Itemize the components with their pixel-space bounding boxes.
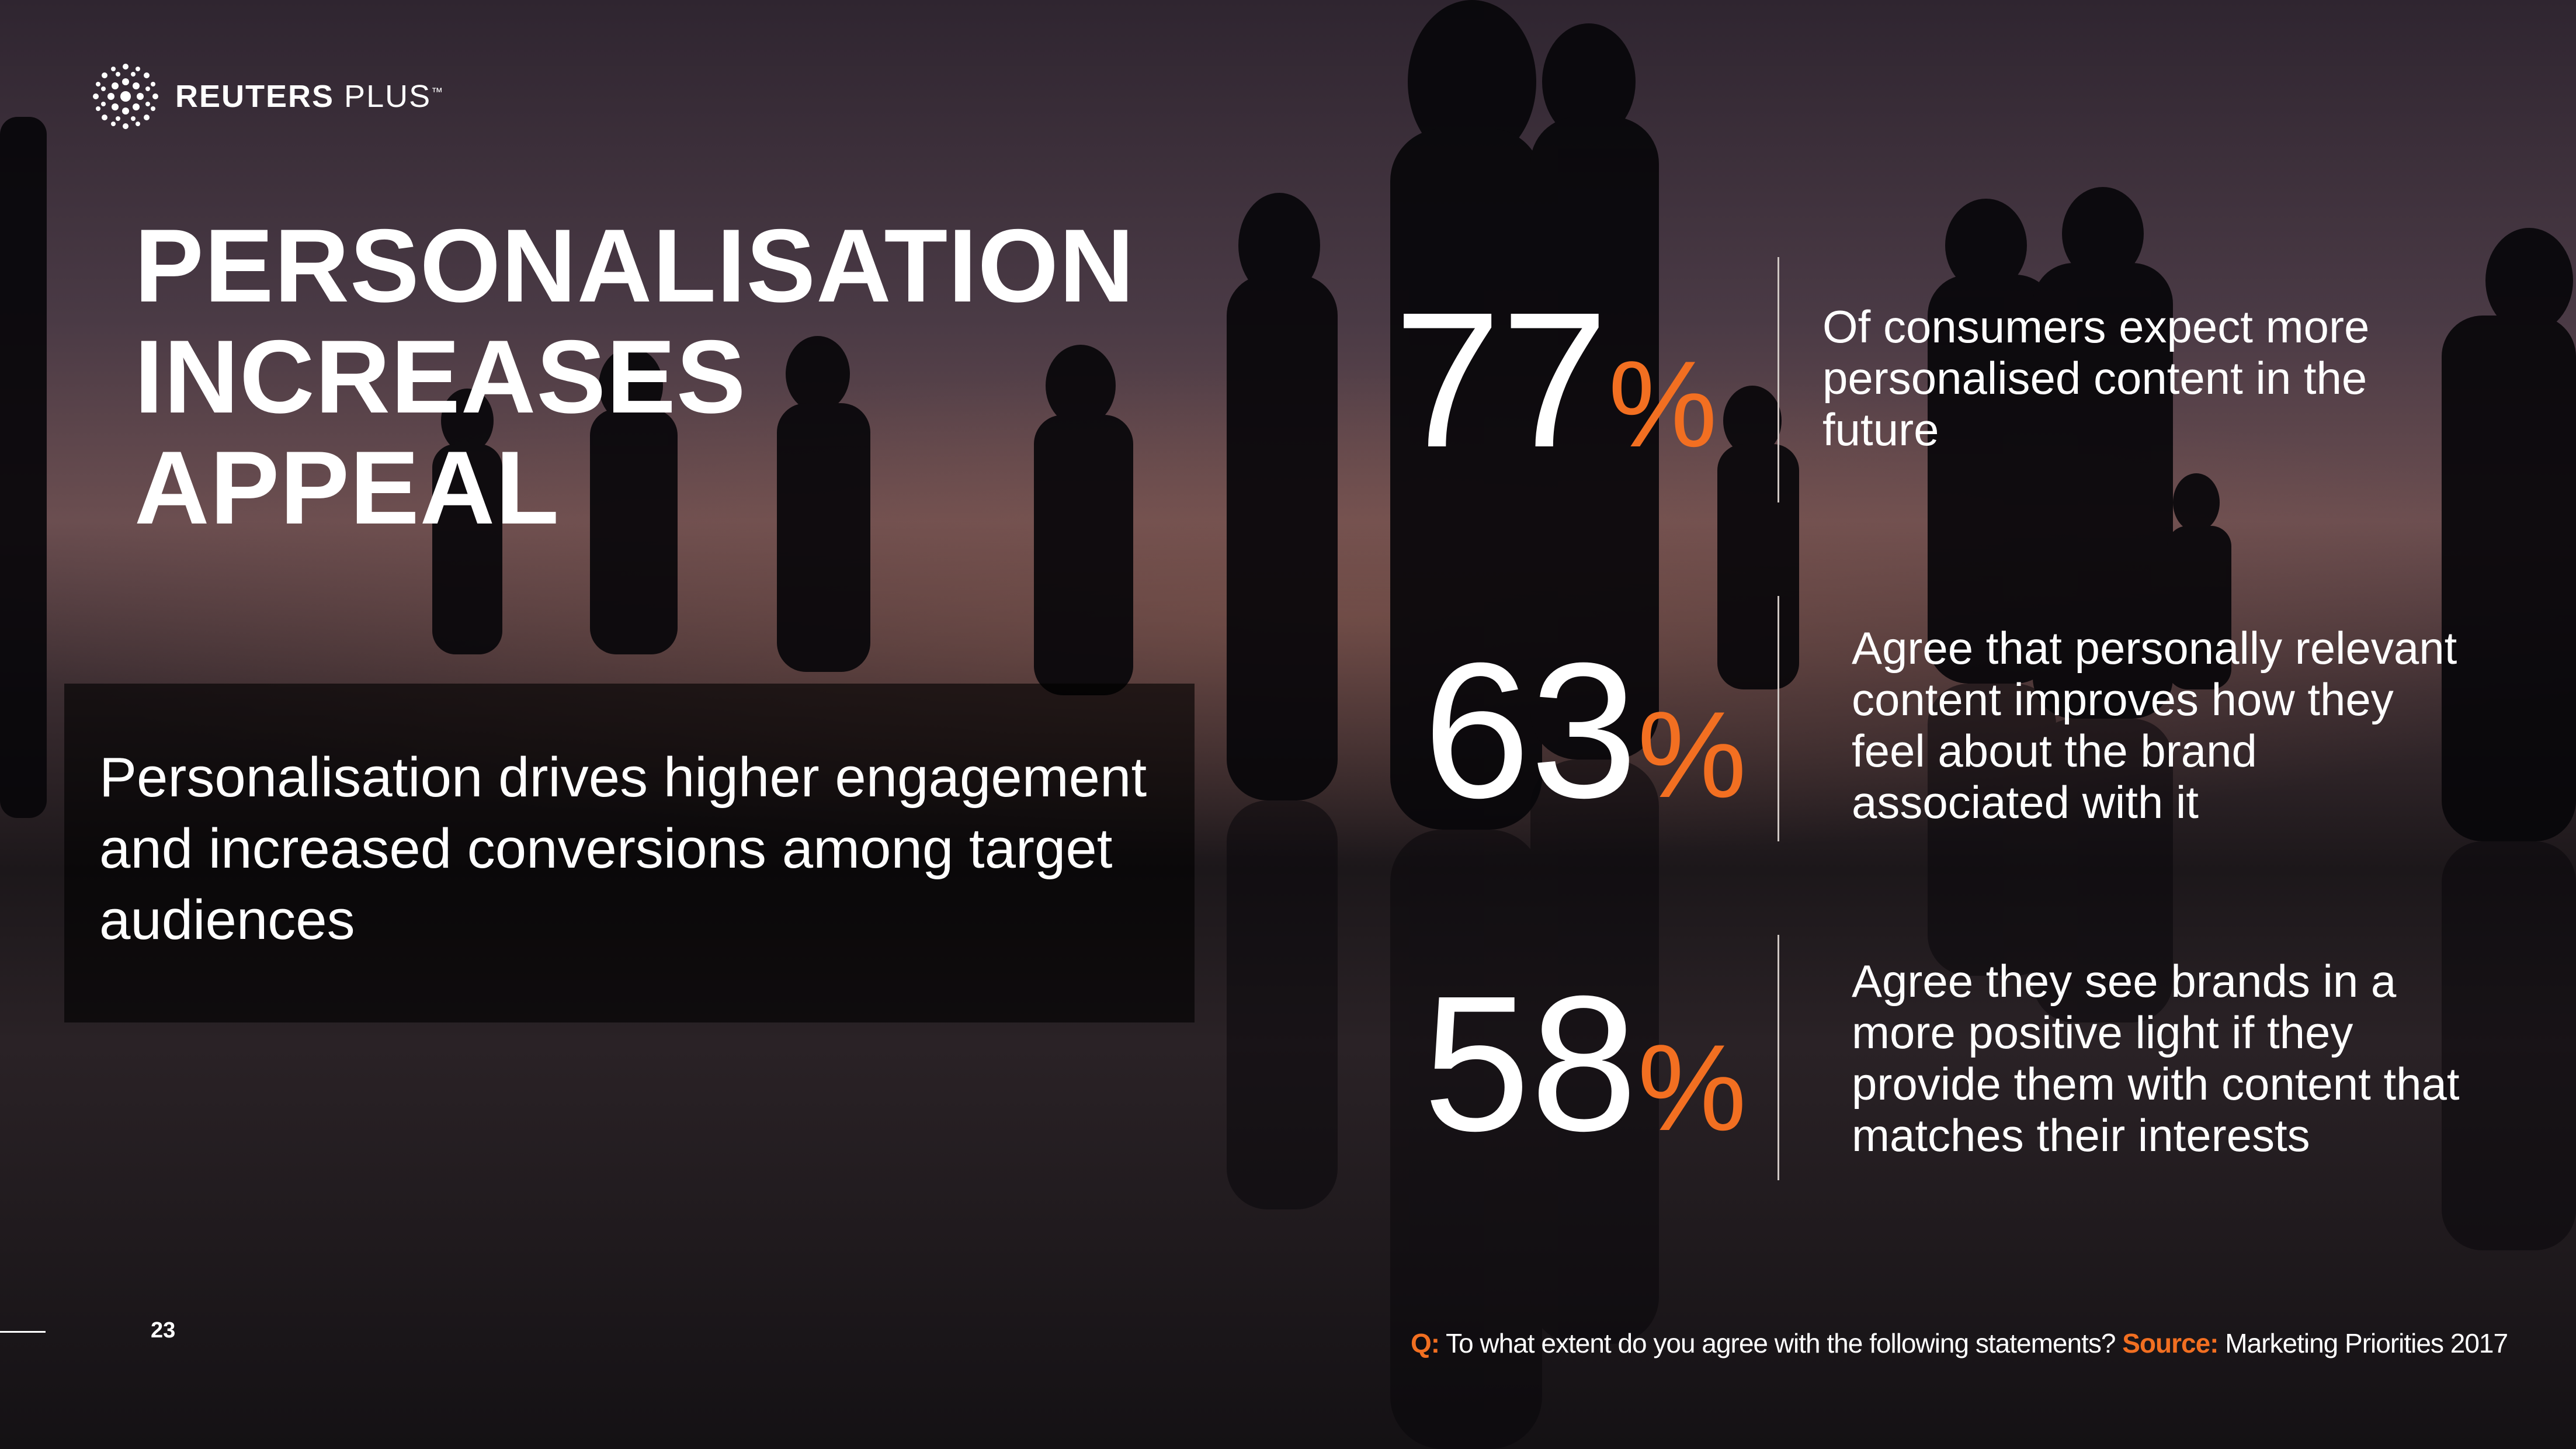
brand-name-bold: REUTERS <box>175 79 335 114</box>
reuters-dot-ring-logo-icon <box>93 64 158 129</box>
brand-name-light: PLUS <box>344 79 432 114</box>
stat-description-3: Agree they see brands in a more positive… <box>1852 955 2460 1161</box>
stat-description-2: Agree that personally relevant content i… <box>1852 622 2457 828</box>
reuters-plus-logo: REUTERS PLUS™ <box>88 58 444 134</box>
trademark: ™ <box>431 86 445 99</box>
stat-63: 63% <box>1396 634 1747 851</box>
question-text: To what extent do you agree with the fol… <box>1446 1328 2116 1358</box>
stat-77: 77% <box>1367 283 1717 501</box>
footer-source-note: Q: To what extent do you agree with the … <box>1411 1327 2521 1359</box>
page-number: 23 <box>151 1318 176 1343</box>
stat-unit: % <box>1608 335 1717 473</box>
subtitle-text: Personalisation drives higher engagement… <box>99 746 1147 951</box>
stat-value: 63 <box>1423 622 1638 838</box>
page-title: PERSONALISATION INCREASES APPEAL <box>134 207 1135 546</box>
title-line-1: PERSONALISATION <box>134 207 1135 324</box>
stat-value: 77 <box>1394 272 1609 487</box>
source-label: Source: <box>2122 1328 2219 1358</box>
brand-name: REUTERS PLUS™ <box>175 78 444 115</box>
source-text: Marketing Priorities 2017 <box>2225 1328 2508 1358</box>
subtitle-panel: Personalisation drives higher engagement… <box>64 684 1195 1022</box>
stat-unit: % <box>1637 1019 1747 1156</box>
stat-divider-1 <box>1777 257 1779 502</box>
stat-description-1: Of consumers expect more personalised co… <box>1822 301 2370 455</box>
stat-value: 58 <box>1423 955 1638 1171</box>
stat-divider-3 <box>1777 935 1779 1180</box>
stat-divider-2 <box>1777 596 1779 841</box>
question-label: Q: <box>1411 1328 1440 1358</box>
stat-unit: % <box>1637 686 1747 823</box>
title-line-2: INCREASES APPEAL <box>134 318 747 546</box>
page-number-rule <box>0 1331 46 1333</box>
stat-58: 58% <box>1396 967 1747 1184</box>
